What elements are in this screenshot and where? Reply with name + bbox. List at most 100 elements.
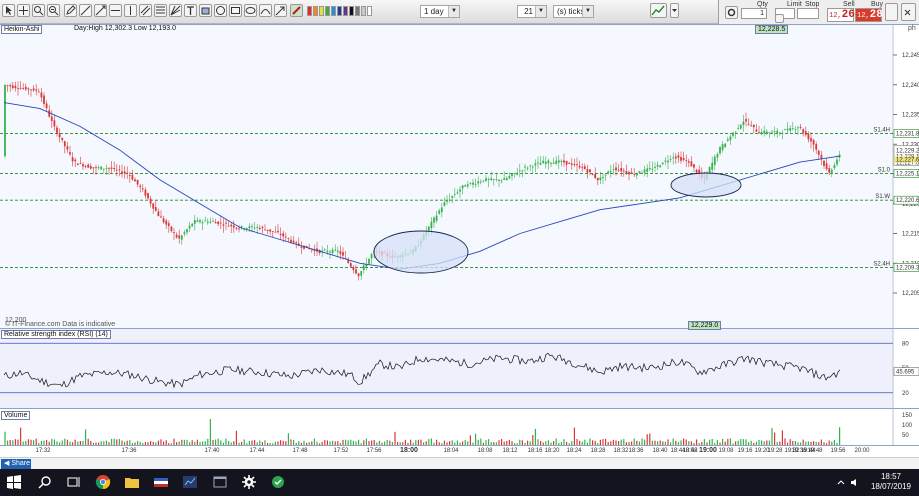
color-swatch[interactable]	[325, 6, 330, 16]
volume-bar	[196, 439, 198, 445]
ellipse-tool-icon[interactable]	[244, 4, 257, 17]
ticket-settings-icon[interactable]	[725, 6, 738, 19]
line-tool-icon[interactable]	[79, 4, 92, 17]
candle-body	[578, 165, 581, 168]
volume-bar	[332, 440, 334, 445]
color-swatch[interactable]	[319, 6, 324, 16]
candle-body	[370, 254, 373, 259]
color-swatch[interactable]	[313, 6, 318, 16]
sell-price-button[interactable]: 12,26.1	[827, 8, 863, 22]
volume-bar	[334, 441, 336, 445]
share-button[interactable]: ◀ Share	[1, 459, 31, 469]
volume-bar	[540, 441, 542, 445]
start-windows-icon[interactable]	[6, 474, 22, 490]
candle-body	[687, 161, 690, 163]
color-swatch[interactable]	[307, 6, 312, 16]
timeframe-select[interactable]: 1 day ▼	[420, 5, 460, 18]
volume-panel[interactable]: 150 100 50 Volume	[0, 408, 919, 446]
candle-body	[542, 160, 545, 164]
candle-body	[331, 249, 334, 254]
ticks-unit-select[interactable]: (s) ticks ▼	[553, 5, 594, 18]
volume-bar	[625, 442, 627, 445]
color-swatch[interactable]	[343, 6, 348, 16]
price-chart[interactable]: 12,24512,24012,23512,23012,22512,22012,2…	[0, 25, 919, 329]
channel-tool-icon[interactable]	[139, 4, 152, 17]
crosshair-icon[interactable]	[17, 4, 30, 17]
chrome-icon[interactable]	[95, 474, 111, 490]
volume-bar	[514, 443, 516, 445]
search-icon[interactable]	[37, 474, 53, 490]
volume-bar	[631, 441, 633, 445]
ticket-close-icon[interactable]	[901, 3, 916, 21]
candle-body	[737, 128, 740, 130]
color-swatch[interactable]	[361, 6, 366, 16]
app-green-icon[interactable]	[270, 474, 286, 490]
volume-bar	[293, 439, 295, 445]
rsi-chart[interactable]: 80502045.695	[0, 329, 919, 409]
candle-body	[778, 132, 781, 134]
candle-body	[162, 218, 165, 223]
gann-tool-icon[interactable]	[169, 4, 182, 17]
ray-tool-icon[interactable]	[94, 4, 107, 17]
color-palette-icon[interactable]	[290, 4, 303, 17]
volume-bar	[831, 441, 833, 445]
buy-price-button[interactable]: 12,28.1	[855, 8, 891, 22]
window-icon[interactable]	[212, 474, 228, 490]
volume-bar	[807, 441, 809, 445]
ticket-expand-icon[interactable]	[885, 3, 898, 21]
color-swatch[interactable]	[367, 6, 372, 16]
text-tool-icon[interactable]	[184, 4, 197, 17]
fill-tool-icon[interactable]	[199, 4, 212, 17]
pen-icon[interactable]	[64, 4, 77, 17]
candle-body	[144, 189, 147, 196]
limit-checkbox[interactable]	[775, 14, 784, 23]
rectangle-tool-icon[interactable]	[229, 4, 242, 17]
vline-tool-icon[interactable]	[124, 4, 137, 17]
cursor-icon[interactable]	[2, 4, 15, 17]
candle-body	[604, 174, 607, 176]
trading-app-icon[interactable]	[182, 474, 198, 490]
speaker-icon[interactable]	[850, 478, 860, 487]
zoom-in-icon[interactable]	[32, 4, 45, 17]
candle-body	[214, 222, 217, 224]
chevron-down-icon: ▼	[582, 6, 593, 17]
color-swatch[interactable]	[349, 6, 354, 16]
candle-body	[11, 85, 14, 88]
hline-tool-icon[interactable]	[109, 4, 122, 17]
volume-bar	[14, 439, 16, 445]
file-explorer-icon[interactable]	[124, 474, 140, 490]
candle-body	[433, 217, 435, 223]
ticks-input[interactable]: 21 ▼	[517, 5, 547, 18]
candle-body	[170, 226, 173, 232]
candle-body	[40, 92, 43, 98]
chart-menu-icon[interactable]	[670, 3, 679, 18]
chart-settings-icon[interactable]	[650, 3, 667, 18]
candle-body	[773, 131, 776, 132]
settings-gear-icon[interactable]	[241, 474, 257, 490]
color-swatch[interactable]	[355, 6, 360, 16]
system-clock[interactable]: 18:57 18/07/2019	[865, 472, 917, 492]
arc-tool-icon[interactable]	[259, 4, 272, 17]
zoom-out-icon[interactable]	[47, 4, 60, 17]
candle-body	[815, 144, 818, 150]
arrow-tool-icon[interactable]	[274, 4, 287, 17]
qty-input[interactable]: 1	[741, 8, 767, 19]
app-flag-icon[interactable]	[153, 474, 169, 490]
candle-body	[323, 249, 326, 251]
limit-input[interactable]	[775, 8, 795, 19]
candle-body	[513, 173, 516, 174]
rsi-panel[interactable]: 80502045.695 Relative strength index (RS…	[0, 328, 919, 409]
fib-tool-icon[interactable]	[154, 4, 167, 17]
volume-bar	[727, 438, 729, 445]
color-swatch[interactable]	[331, 6, 336, 16]
circle-tool-icon[interactable]	[214, 4, 227, 17]
volume-bar	[774, 432, 776, 445]
task-view-icon[interactable]	[66, 474, 82, 490]
stop-input[interactable]	[797, 8, 819, 19]
color-swatch[interactable]	[337, 6, 342, 16]
volume-chart[interactable]: 150 100 50	[0, 409, 919, 446]
volume-bar	[360, 443, 362, 445]
price-chart-panel[interactable]: 12,24512,24012,23512,23012,22512,22012,2…	[0, 24, 919, 330]
chevron-up-icon[interactable]	[836, 478, 846, 487]
